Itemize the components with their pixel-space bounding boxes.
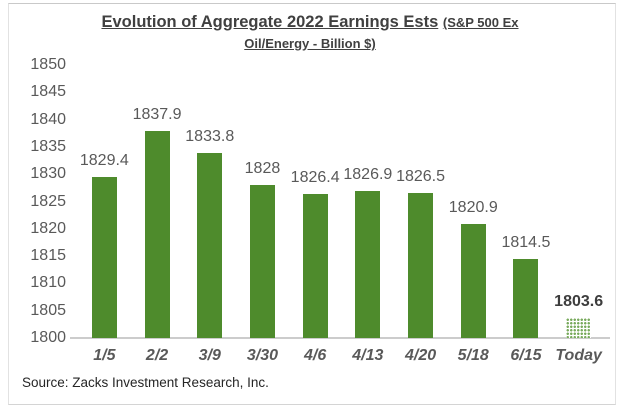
data-label: 1829.4 xyxy=(79,152,129,170)
y-tick-label: 1820 xyxy=(30,219,66,237)
y-tick-label: 1840 xyxy=(30,110,66,128)
data-label: 1826.4 xyxy=(290,168,340,186)
x-axis: 1/5 2/2 3/9 3/30 4/6 4/13 4/20 5/18 6/15 Today xyxy=(78,347,605,369)
bar xyxy=(144,131,170,338)
x-tick-label: 6/15 xyxy=(510,347,542,364)
y-tick-label: 1835 xyxy=(30,137,66,155)
chart-title-line1: Evolution of Aggregate 2022 Earnings Est… xyxy=(0,13,620,32)
data-label: 1837.9 xyxy=(132,106,182,124)
bar xyxy=(513,258,539,338)
chart-title-main: Evolution of Aggregate 2022 Earnings Est… xyxy=(101,13,439,31)
plot-area: 1829.4 1837.9 1833.8 1828 1826.4 1826.9 1826.5… xyxy=(78,65,605,338)
bar xyxy=(460,223,486,338)
data-label: 1814.5 xyxy=(501,233,551,251)
data-label: 1826.9 xyxy=(343,166,393,184)
y-axis: 1850 1845 1840 1835 1830 1825 1820 1815 1810 1805… xyxy=(8,56,66,346)
chart-title-line2: Oil/Energy - Billion $) xyxy=(244,36,376,51)
data-label: 1833.8 xyxy=(185,128,235,146)
x-tick-label: 2/2 xyxy=(145,347,169,364)
data-label: 1828 xyxy=(244,160,281,178)
x-tick-label: 4/13 xyxy=(352,347,384,364)
bar xyxy=(249,185,275,338)
data-label: 1826.5 xyxy=(396,168,446,186)
y-tick-label: 1815 xyxy=(30,247,66,265)
x-tick-label: 4/20 xyxy=(404,347,437,364)
data-label: 1820.9 xyxy=(448,198,498,216)
bar-today xyxy=(566,318,592,338)
bar xyxy=(197,153,223,338)
y-tick-label: 1805 xyxy=(30,301,66,319)
y-tick-label: 1810 xyxy=(30,274,66,292)
chart-title: Evolution of Aggregate 2022 Earnings Est… xyxy=(0,13,620,51)
source-note: Source: Zacks Investment Research, Inc. xyxy=(22,375,269,390)
data-label: 1803.6 xyxy=(554,293,604,311)
y-tick-label: 1845 xyxy=(30,83,66,101)
x-tick-label: 3/30 xyxy=(246,347,279,364)
x-tick-label: Today xyxy=(555,347,602,364)
x-tick-label: 5/18 xyxy=(457,347,489,364)
bar xyxy=(408,193,434,338)
y-tick-label: 1850 xyxy=(30,56,66,73)
x-axis-baseline xyxy=(70,337,610,339)
chart-title-paren: (S&P 500 Ex xyxy=(442,15,519,30)
bar xyxy=(355,191,381,338)
y-tick-label: 1825 xyxy=(30,192,66,210)
y-tick-label: 1800 xyxy=(30,329,66,346)
y-tick-label: 1830 xyxy=(30,165,66,183)
bar xyxy=(91,177,117,338)
x-tick-label: 1/5 xyxy=(93,347,116,364)
x-tick-label: 4/6 xyxy=(304,347,327,364)
x-tick-label: 3/9 xyxy=(198,347,221,364)
bar xyxy=(302,193,328,338)
